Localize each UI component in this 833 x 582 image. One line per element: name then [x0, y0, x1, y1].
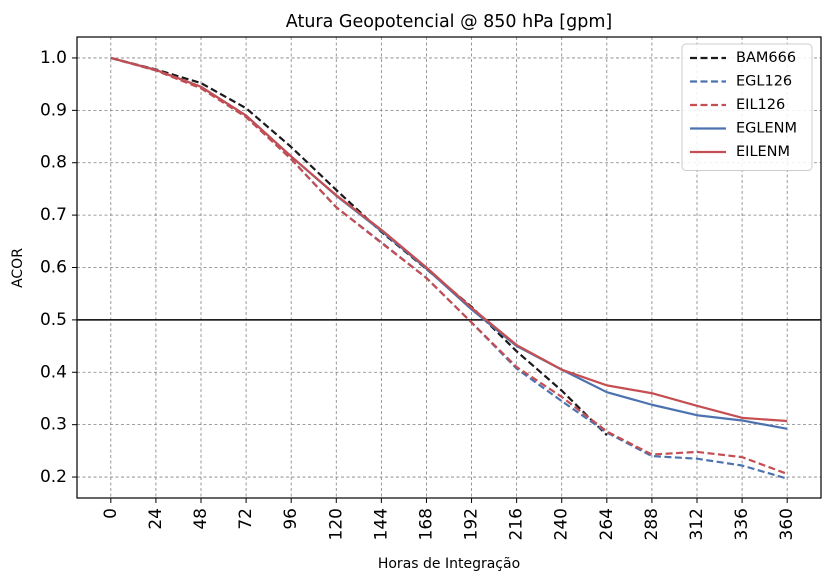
legend: BAM666 EGL126 EIL126 EGLENM EILENM [681, 43, 813, 171]
x-tick-label: 0 [101, 508, 121, 519]
x-tick-label: 168 [416, 508, 436, 540]
legend-box [681, 43, 813, 171]
x-tick-label: 360 [777, 508, 797, 540]
y-tick-label: 0.8 [40, 153, 67, 173]
y-tick-label: 0.2 [40, 467, 67, 487]
y-tick-label: 0.9 [40, 100, 67, 120]
y-tick-label: 0.5 [40, 310, 67, 330]
x-axis-title: Horas de Integração [378, 556, 520, 572]
x-tick-label: 144 [371, 508, 391, 540]
legend-label: EGL126 [736, 74, 792, 90]
chart-title: Atura Geopotencial @ 850 hPa [gpm] [286, 12, 612, 32]
y-tick-label: 0.4 [40, 362, 67, 382]
x-tick-label: 72 [236, 508, 256, 530]
y-tick-label: 0.3 [40, 415, 67, 435]
series-group [110, 56, 788, 480]
series-line-eilenm [110, 56, 788, 423]
x-tick-label: 48 [191, 508, 211, 530]
x-tick-label: 192 [462, 508, 482, 540]
legend-label: EILENM [736, 144, 790, 160]
y-axis: 0.2 0.3 0.4 0.5 0.6 0.7 0.8 0.9 1.0 [40, 48, 77, 487]
x-tick-label: 96 [281, 508, 301, 530]
y-axis-title: ACOR [10, 248, 26, 288]
legend-label: EIL126 [736, 97, 785, 113]
x-tick-label: 24 [146, 508, 166, 530]
series-line-bam666 [110, 56, 608, 436]
x-tick-label: 240 [552, 508, 572, 540]
series-line-eil126 [110, 56, 788, 475]
x-tick-label: 216 [507, 508, 527, 540]
x-tick-label: 264 [597, 508, 617, 540]
y-tick-label: 1.0 [40, 48, 67, 68]
legend-label: BAM666 [736, 50, 796, 66]
legend-label: EGLENM [736, 121, 797, 137]
x-tick-label: 312 [687, 508, 707, 540]
x-tick-label: 288 [642, 508, 662, 540]
x-axis: 0 24 48 72 96 120 144 168 192 216 240 264 288 312 336 3… [101, 498, 797, 540]
y-tick-label: 0.7 [40, 205, 67, 225]
y-tick-label: 0.6 [40, 258, 67, 278]
x-tick-label: 336 [732, 508, 752, 540]
x-tick-label: 120 [326, 508, 346, 540]
